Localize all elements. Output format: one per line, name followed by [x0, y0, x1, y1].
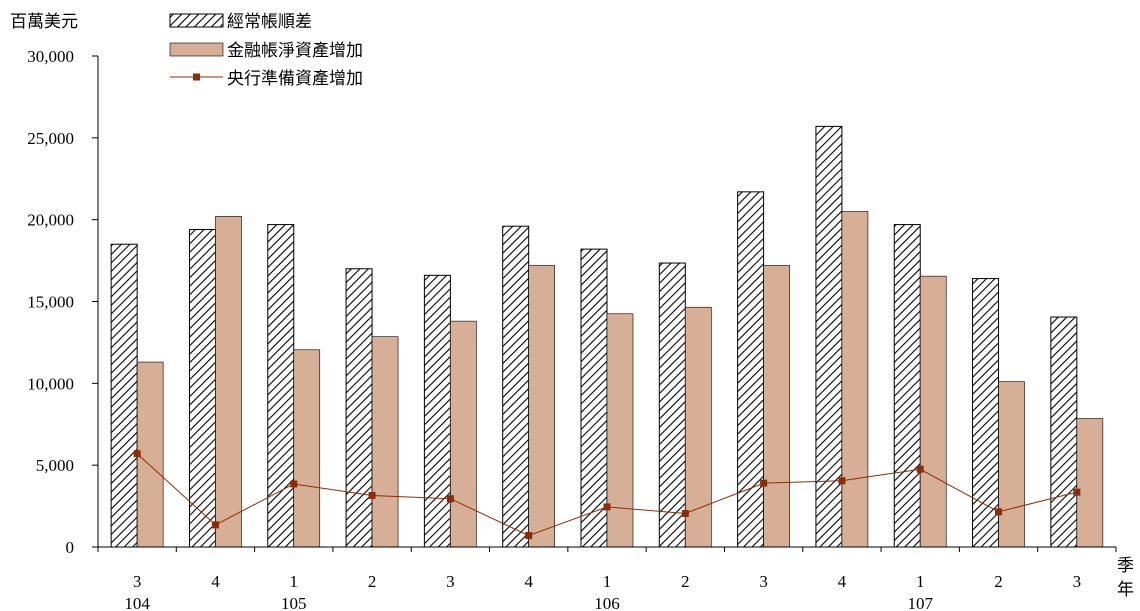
reserve-point — [368, 491, 376, 499]
bar-current-account — [502, 225, 530, 548]
bar-financial-account — [998, 381, 1025, 548]
reserve-point — [603, 503, 611, 511]
reserve-point — [1073, 488, 1081, 496]
reserve-point — [290, 480, 298, 488]
reserve-point — [525, 532, 533, 540]
x-tick-label: 1 — [916, 572, 925, 591]
x-axis: 3 4 1 2 3 4 1 2 3 4 1 2 3 104 105 106 107 — [97, 546, 1117, 611]
reserve-line — [133, 450, 1081, 540]
x-tick-label: 3 — [1073, 572, 1082, 591]
bar-current-account — [815, 125, 843, 548]
x-tick-label: 1 — [290, 572, 299, 591]
legend-swatch-marker — [193, 73, 200, 81]
bar-financial-account — [606, 313, 634, 548]
x-tick-label: 2 — [681, 572, 690, 591]
bar-financial-account — [371, 336, 399, 548]
x-tick-label: 3 — [446, 572, 455, 591]
bar-financial-account — [293, 349, 321, 548]
y-tick-label: 30,000 — [27, 47, 74, 66]
reserve-point — [133, 450, 141, 458]
bar-financial-account — [450, 320, 477, 548]
reserve-point — [838, 477, 846, 485]
reserve-point — [916, 465, 924, 473]
bar-financial-account — [919, 275, 947, 548]
bar-current-account — [658, 262, 686, 548]
bar-financial-account — [136, 361, 164, 548]
bar-current-account — [580, 248, 608, 548]
bar-current-account — [267, 224, 295, 548]
y-axis-label: 百萬美元 — [10, 12, 78, 31]
y-tick-label: 20,000 — [27, 211, 74, 230]
x-year-label: 107 — [907, 594, 933, 611]
bar-financial-account — [215, 216, 242, 548]
legend-item-current-account: 經常帳順差 — [169, 12, 312, 31]
reserve-point — [446, 495, 454, 503]
bars — [110, 125, 1104, 548]
legend-item-reserve-assets: 央行準備資產增加 — [170, 69, 363, 88]
x-tick-label: 4 — [524, 572, 533, 591]
x-tick-label: 4 — [211, 572, 220, 591]
bar-financial-account — [528, 265, 555, 548]
legend-swatch-hatched — [169, 13, 224, 28]
x-tick-label: 2 — [368, 572, 377, 591]
legend-label-reserve-assets: 央行準備資產增加 — [227, 69, 363, 88]
x-year-label: 105 — [281, 594, 307, 611]
y-tick-label: 15,000 — [27, 293, 74, 312]
legend-item-financial-account: 金融帳淨資產增加 — [169, 41, 363, 60]
bar-financial-account — [1076, 418, 1104, 548]
y-axis: 0 5,000 10,000 15,000 20,000 25,000 30,000 — [27, 47, 99, 557]
bar-financial-account — [685, 306, 712, 548]
x-tick-label: 1 — [603, 572, 612, 591]
x-tick-label: 3 — [759, 572, 768, 591]
bar-financial-account — [763, 265, 790, 548]
reserve-point — [681, 509, 689, 517]
bar-current-account — [1050, 316, 1078, 548]
legend-swatch-fill — [169, 42, 224, 57]
bar-financial-account — [841, 211, 869, 548]
bar-current-account — [423, 274, 451, 548]
y-tick-label: 5,000 — [36, 456, 74, 475]
x-axis-label-quarter: 季 — [1117, 556, 1134, 575]
y-tick-label: 10,000 — [27, 374, 74, 393]
bar-current-account — [737, 191, 765, 548]
reserve-point — [760, 479, 768, 487]
x-year-label: 104 — [124, 594, 150, 611]
legend: 經常帳順差 金融帳淨資產增加 央行準備資產增加 — [169, 12, 363, 88]
bar-current-account — [972, 278, 1000, 548]
x-tick-label: 3 — [133, 572, 142, 591]
x-tick-label: 2 — [994, 572, 1003, 591]
y-tick-label: 0 — [66, 538, 75, 557]
reserve-point — [995, 508, 1003, 516]
x-year-label: 106 — [594, 594, 620, 611]
legend-label-financial-account: 金融帳淨資產增加 — [227, 41, 363, 60]
bar-current-account — [893, 224, 921, 548]
y-tick-label: 25,000 — [27, 129, 74, 148]
bar-current-account — [345, 268, 373, 548]
reserve-point — [211, 521, 219, 529]
x-tick-label: 4 — [838, 572, 847, 591]
bar-current-account — [110, 243, 138, 548]
x-axis-label-year: 年 — [1117, 580, 1134, 599]
bar-current-account — [188, 228, 216, 548]
legend-label-current-account: 經常帳順差 — [227, 12, 312, 31]
